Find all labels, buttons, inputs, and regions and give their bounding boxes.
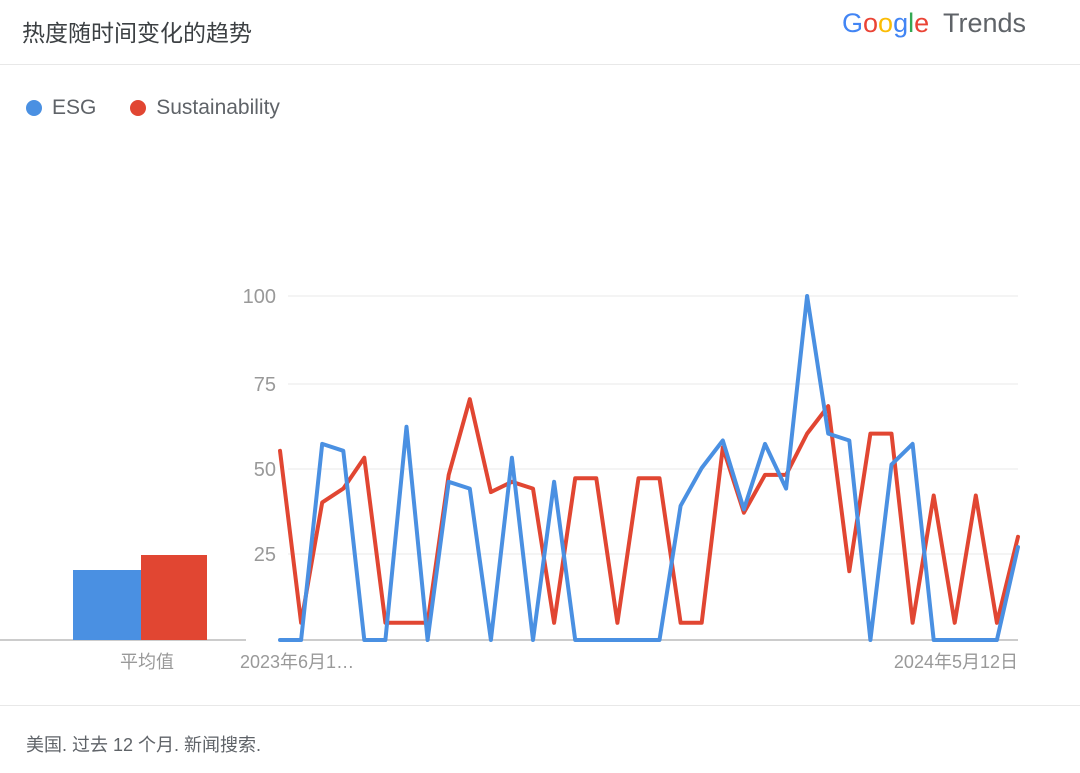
svg-text:75: 75 [254,374,276,396]
svg-text:Google: Google [842,10,929,38]
svg-text:100: 100 [243,286,276,308]
svg-text:平均值: 平均值 [120,652,174,672]
svg-text:25: 25 [254,544,276,566]
svg-text:2023年6月1…: 2023年6月1… [240,652,354,672]
svg-text:Trends: Trends [943,10,1026,38]
svg-text:50: 50 [254,459,276,481]
svg-text:2024年5月12日: 2024年5月12日 [894,652,1018,672]
